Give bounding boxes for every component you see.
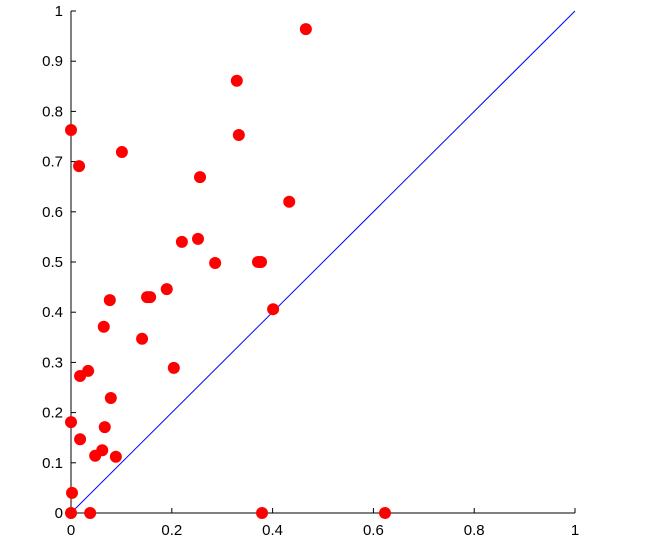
point bbox=[194, 171, 207, 184]
y-tick-label: 0.8 bbox=[42, 103, 63, 120]
x-tick-label: 0.8 bbox=[464, 522, 485, 539]
point bbox=[74, 369, 87, 382]
diagonal-line bbox=[70, 10, 576, 514]
point bbox=[209, 257, 222, 270]
point bbox=[65, 416, 77, 429]
y-tick-label: 1 bbox=[55, 3, 63, 20]
point bbox=[103, 294, 116, 307]
y-tick-label: 0.3 bbox=[42, 354, 63, 371]
x-tick-label: 0.2 bbox=[161, 522, 182, 539]
x-tick-label: 1 bbox=[571, 522, 579, 539]
y-tick-label: 0 bbox=[55, 505, 63, 522]
point bbox=[230, 74, 243, 87]
y-tick-label: 0.9 bbox=[42, 53, 63, 70]
y-tick-label: 0.6 bbox=[42, 204, 63, 221]
point bbox=[267, 303, 280, 316]
x-tick-label: 0.4 bbox=[262, 522, 283, 539]
point bbox=[66, 486, 79, 499]
point bbox=[299, 23, 312, 36]
point bbox=[255, 256, 268, 268]
point bbox=[84, 507, 97, 519]
point bbox=[256, 507, 269, 519]
y-tick-label: 0.2 bbox=[42, 405, 63, 422]
point bbox=[192, 232, 205, 245]
point bbox=[136, 332, 149, 345]
point bbox=[98, 421, 111, 434]
point bbox=[65, 123, 77, 136]
point bbox=[232, 128, 245, 141]
point bbox=[115, 146, 128, 159]
y-tick-label: 0.1 bbox=[42, 455, 63, 472]
point bbox=[160, 283, 173, 296]
point bbox=[73, 160, 86, 173]
point bbox=[175, 235, 188, 248]
point bbox=[144, 291, 157, 304]
x-tick-label: 0.6 bbox=[363, 522, 384, 539]
y-tick-label: 0.4 bbox=[42, 304, 63, 321]
point bbox=[74, 433, 87, 446]
point bbox=[104, 392, 117, 405]
point bbox=[109, 450, 122, 463]
point bbox=[283, 195, 296, 208]
y-tick-label: 0.7 bbox=[42, 154, 63, 171]
y-tick-label: 0.5 bbox=[42, 254, 63, 271]
point bbox=[89, 449, 102, 462]
point bbox=[378, 507, 391, 519]
point bbox=[167, 361, 180, 374]
point bbox=[97, 320, 110, 333]
point bbox=[65, 507, 77, 519]
x-tick-label: 0 bbox=[67, 522, 75, 539]
